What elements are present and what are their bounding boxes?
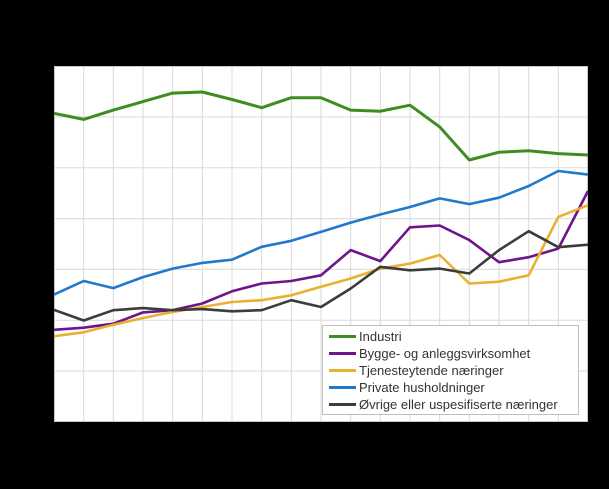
legend-label-bygge-og-anleggsvirksomhet: Bygge- og anleggsvirksomhet	[359, 346, 531, 361]
legend-swatch-ovrige-uspesifiserte-naeringer	[329, 403, 356, 406]
legend-item-industri: Industri	[329, 328, 578, 345]
legend-swatch-tjenesteytende-naeringer	[329, 369, 356, 372]
legend-swatch-industri	[329, 335, 356, 338]
legend: Industri Bygge- og anleggsvirksomhet Tje…	[322, 325, 579, 415]
legend-swatch-private-husholdninger	[329, 386, 356, 389]
legend-swatch-bygge-og-anleggsvirksomhet	[329, 352, 356, 355]
legend-label-industri: Industri	[359, 329, 402, 344]
legend-label-private-husholdninger: Private husholdninger	[359, 380, 485, 395]
legend-label-tjenesteytende-naeringer: Tjenesteytende næringer	[359, 363, 504, 378]
legend-item-ovrige-uspesifiserte-naeringer: Øvrige eller uspesifiserte næringer	[329, 396, 578, 413]
legend-label-ovrige-uspesifiserte-naeringer: Øvrige eller uspesifiserte næringer	[359, 397, 558, 412]
legend-item-bygge-og-anleggsvirksomhet: Bygge- og anleggsvirksomhet	[329, 345, 578, 362]
plot-area: Industri Bygge- og anleggsvirksomhet Tje…	[54, 66, 588, 422]
legend-item-tjenesteytende-naeringer: Tjenesteytende næringer	[329, 362, 578, 379]
legend-item-private-husholdninger: Private husholdninger	[329, 379, 578, 396]
